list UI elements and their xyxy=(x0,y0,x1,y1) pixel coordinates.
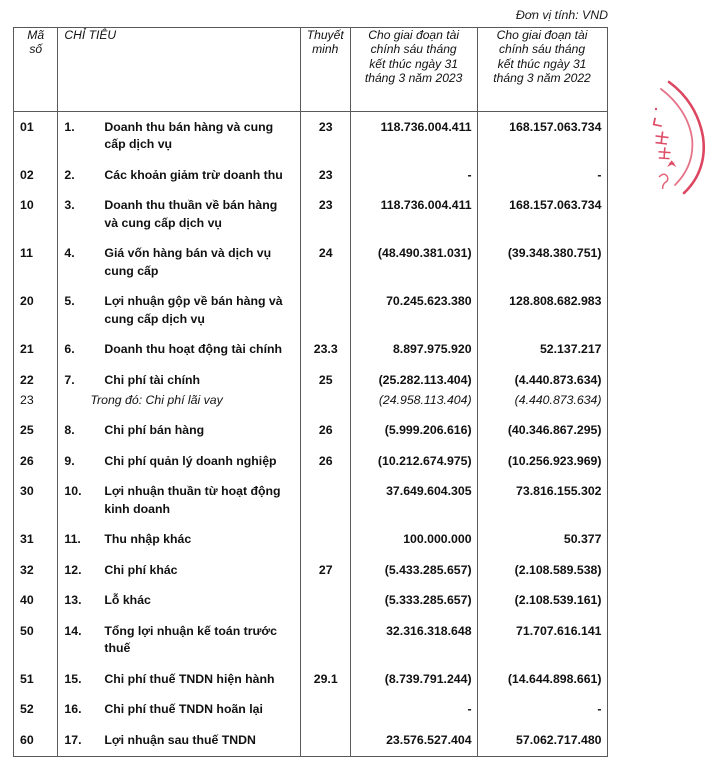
svg-text:士: 士 xyxy=(657,146,671,162)
svg-text:士: 士 xyxy=(654,130,670,148)
